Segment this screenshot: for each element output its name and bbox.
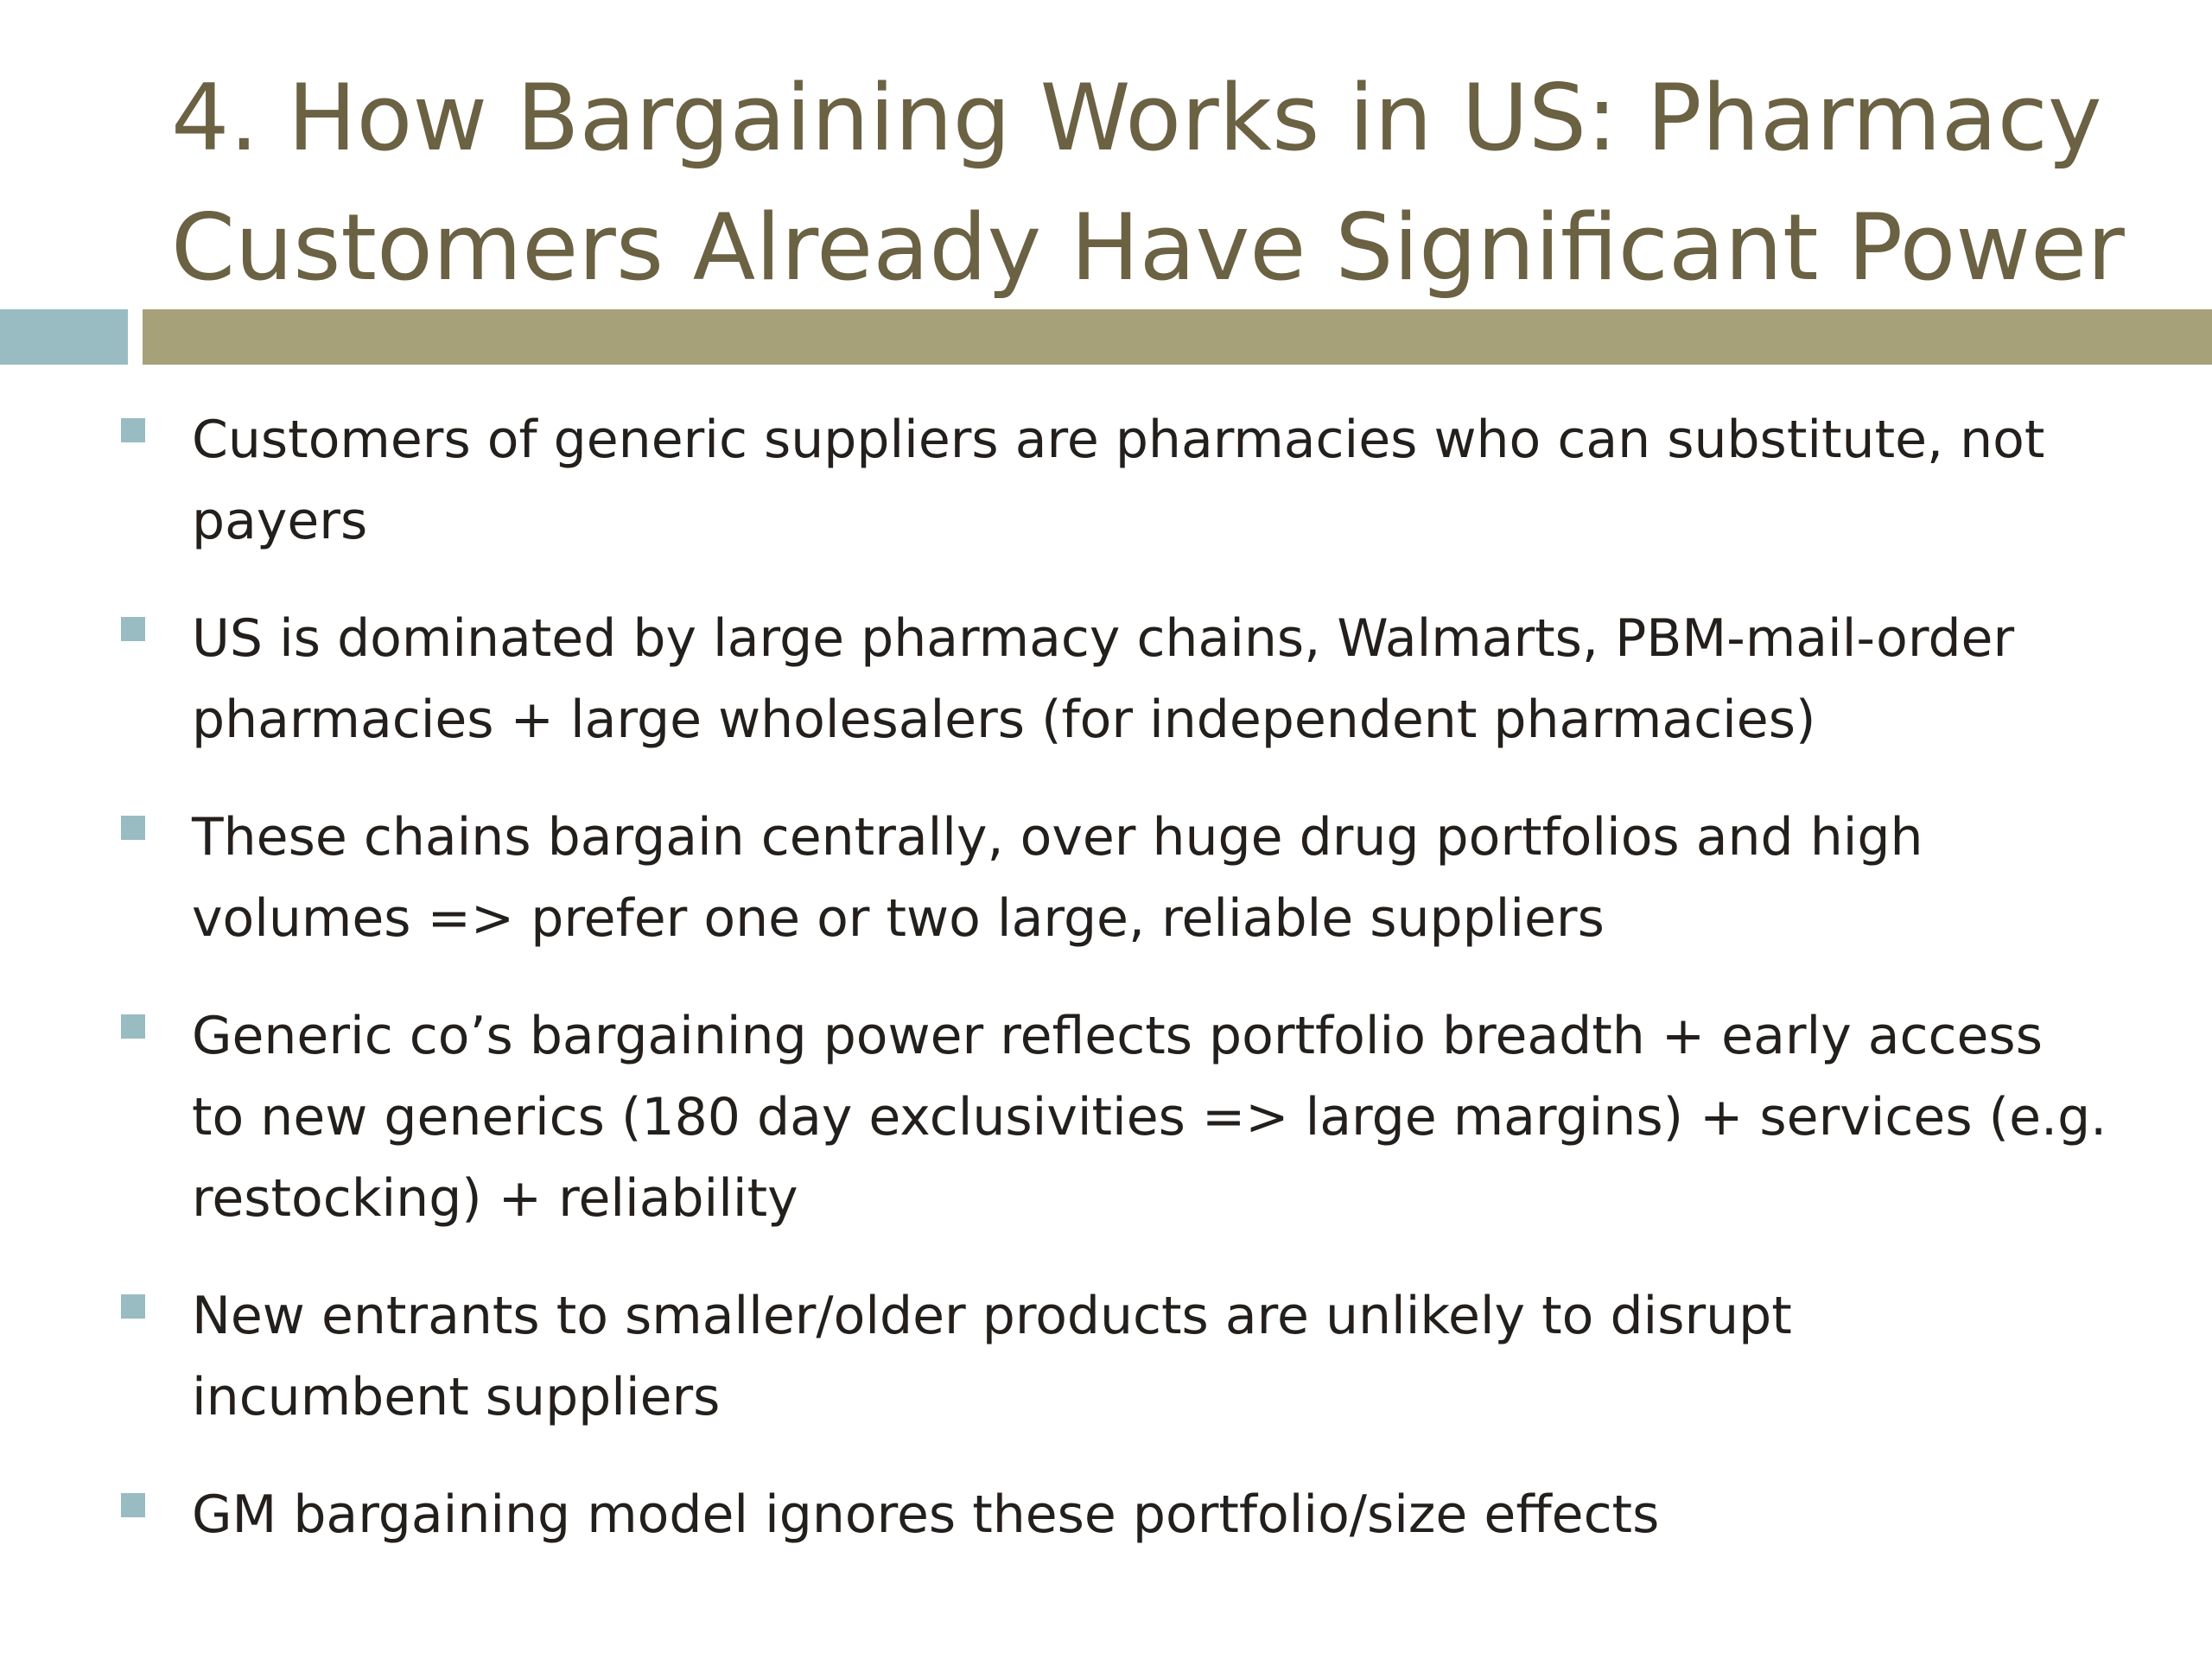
bullet-text-line: payers xyxy=(192,491,368,551)
bullet-list: Customers of generic suppliers are pharm… xyxy=(121,399,2143,1592)
bullet-text-line: volumes => prefer one or two large, reli… xyxy=(192,888,1605,949)
square-bullet-icon xyxy=(121,1294,145,1319)
square-bullet-icon xyxy=(121,617,145,641)
bullet-item: Generic co’s bargaining power reflects p… xyxy=(121,995,2143,1239)
title-accent-bar-olive xyxy=(143,309,2212,365)
square-bullet-icon xyxy=(121,1014,145,1039)
title-accent-bar-teal xyxy=(0,309,128,365)
bullet-item: GM bargaining model ignores these portfo… xyxy=(121,1474,2143,1555)
bullet-item: New entrants to smaller/older products a… xyxy=(121,1275,2143,1438)
bullet-text-line: GM bargaining model ignores these portfo… xyxy=(192,1484,1660,1545)
bullet-item: Customers of generic suppliers are pharm… xyxy=(121,399,2143,562)
bullet-text-line: restocking) + reliability xyxy=(192,1168,798,1229)
bullet-item: These chains bargain centrally, over hug… xyxy=(121,797,2143,959)
square-bullet-icon xyxy=(121,1493,145,1517)
bullet-text-line: New entrants to smaller/older products a… xyxy=(192,1286,1792,1346)
bullet-text-line: pharmacies + large wholesalers (for inde… xyxy=(192,690,1816,750)
title-line: 4. How Bargaining Works in US: Pharmacy xyxy=(171,65,2102,171)
bullet-text-line: These chains bargain centrally, over hug… xyxy=(192,807,1923,868)
title-line: Customers Already Have Significant Power xyxy=(171,194,2125,301)
bullet-text-line: Generic co’s bargaining power reflects p… xyxy=(192,1006,2043,1066)
bullet-text-line: incumbent suppliers xyxy=(192,1367,721,1427)
bullet-text-line: US is dominated by large pharmacy chains… xyxy=(192,608,2015,669)
slide-title: 4. How Bargaining Works in US: Pharmacy … xyxy=(171,54,2158,313)
square-bullet-icon xyxy=(121,816,145,840)
bullet-text-line: Customers of generic suppliers are pharm… xyxy=(192,410,2045,470)
bullet-text-line: to new generics (180 day exclusivities =… xyxy=(192,1087,2107,1147)
bullet-item: US is dominated by large pharmacy chains… xyxy=(121,598,2143,760)
square-bullet-icon xyxy=(121,418,145,442)
